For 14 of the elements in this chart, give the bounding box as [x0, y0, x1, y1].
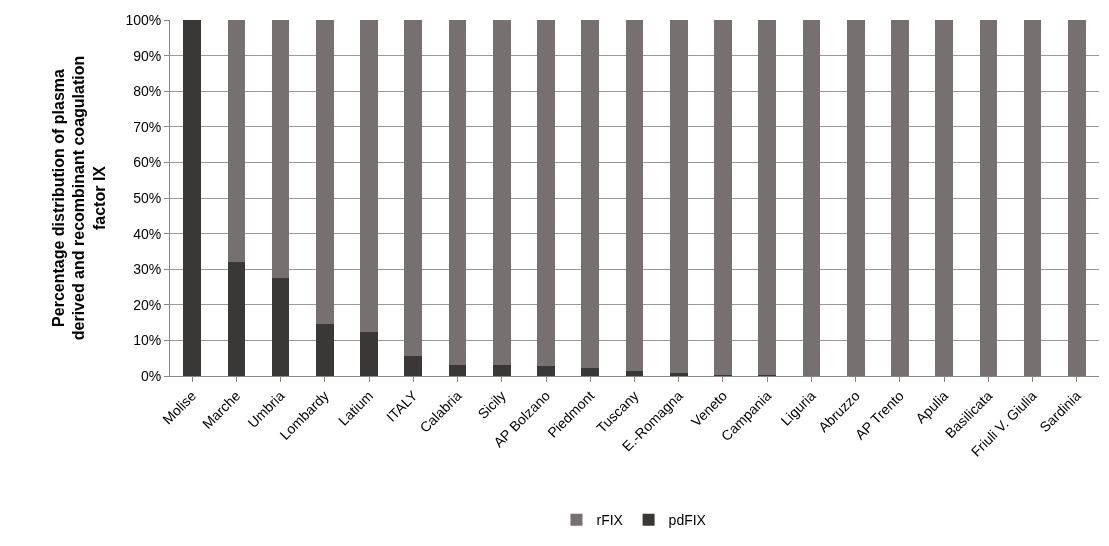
- legend-label: pdFIX: [668, 512, 707, 529]
- y-tick-label: 10%: [133, 332, 162, 349]
- y-tick-label: 30%: [133, 261, 162, 278]
- y-axis-title: Percentage distribution of plasma derived and recombinant coagulation factor IX: [49, 55, 109, 341]
- y-tick-label: 70%: [133, 118, 162, 135]
- y-tick-label: 20%: [133, 296, 162, 313]
- legend-label: rFIX: [596, 512, 624, 529]
- y-tick-label: 40%: [133, 225, 162, 242]
- y-tick-label: 90%: [133, 47, 162, 64]
- y-tick-label: 50%: [133, 189, 162, 206]
- y-tick-label: 100%: [125, 11, 162, 28]
- y-tick-label: 80%: [133, 83, 162, 100]
- y-tick-label: 0%: [140, 367, 162, 384]
- y-tick-label: 60%: [133, 154, 162, 171]
